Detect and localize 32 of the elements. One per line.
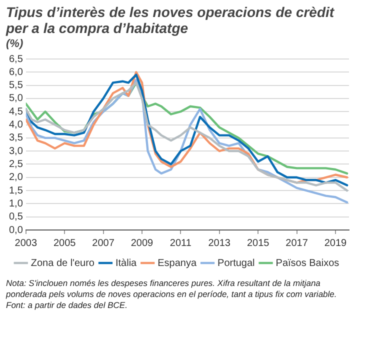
x-tick-label: 2011 xyxy=(170,238,192,249)
y-tick-label: 4,0 xyxy=(8,120,24,131)
y-tick-label: 3,5 xyxy=(8,132,24,144)
y-tick-label: 1,5 xyxy=(8,185,24,196)
text: Nota: S'inclouen només les despeses financeres pures. Xifra resultant de la mitjana ponderada pels volums de noves operacions en el període, tant a tipus fix com variable. xyxy=(6,278,338,300)
text: Font: a partir de dades del BCE. xyxy=(6,300,128,311)
x-tick-label: 2015 xyxy=(246,238,270,249)
legend-label: Zona de l'euro xyxy=(30,258,95,269)
y-tick-label: 6,5 xyxy=(8,54,24,65)
legend-label: Itàlia xyxy=(115,258,138,269)
x-tick-label: 2009 xyxy=(130,238,154,249)
legend-label: Països Baixos xyxy=(276,258,340,269)
y-tick-label: 2,5 xyxy=(8,158,24,170)
y-tick-label: 0,0 xyxy=(8,224,24,236)
x-tick-label: 2019 xyxy=(324,238,348,249)
legend-label: Portugal xyxy=(218,258,255,269)
x-tick-label: 2003 xyxy=(14,238,38,249)
x-tick-label: 2005 xyxy=(53,238,76,249)
legend-label: Espanya xyxy=(158,258,197,269)
y-axis-title: (%) xyxy=(6,38,24,50)
y-tick-label: 1,0 xyxy=(8,198,24,210)
y-tick-label: 5,5 xyxy=(8,80,24,92)
x-tick-label: 2013 xyxy=(208,238,231,249)
y-tick-label: 6,0 xyxy=(8,66,24,78)
chart-title: Tipus d’interès de les noves operacions de crèdit per a la compra d’habitatge xyxy=(6,4,336,36)
x-tick-label: 2017 xyxy=(286,238,308,249)
y-tick-label: 2,0 xyxy=(8,172,24,184)
y-tick-label: 0,5 xyxy=(8,212,24,223)
y-tick-label: 5,0 xyxy=(8,93,24,104)
y-tick-label: 3,0 xyxy=(8,146,24,157)
y-tick-label: 4,5 xyxy=(8,106,24,118)
x-tick-label: 2007 xyxy=(92,238,115,249)
